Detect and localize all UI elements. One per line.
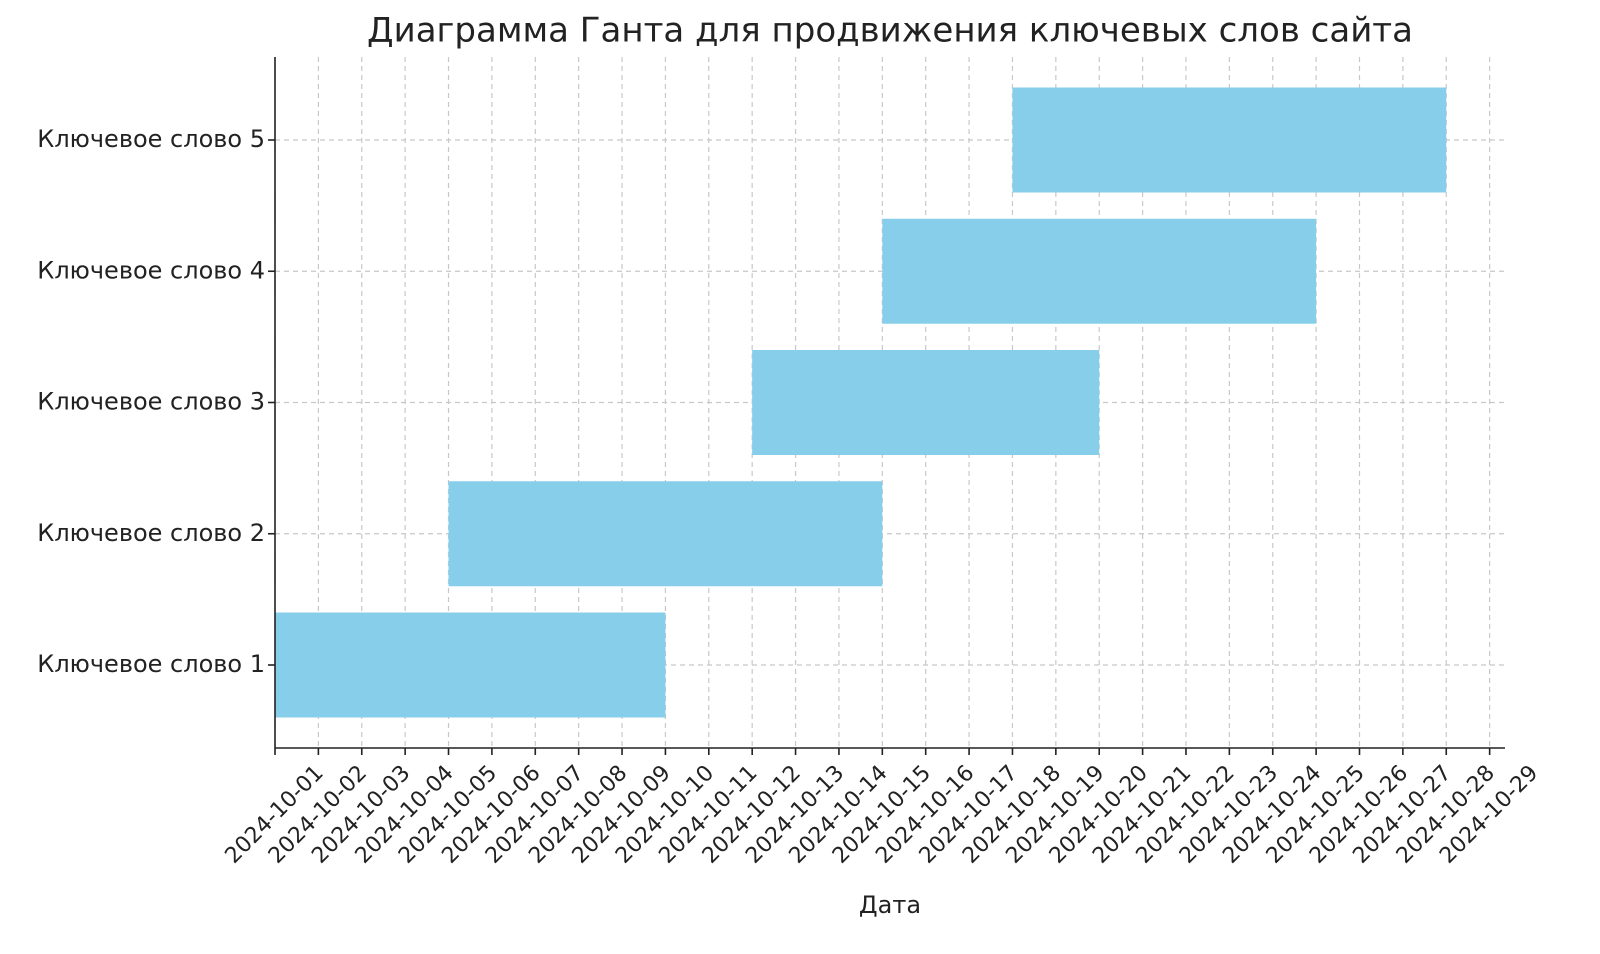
y-tick-label: Ключевое слово 5 bbox=[37, 125, 265, 153]
y-tick-label: Ключевое слово 4 bbox=[37, 256, 265, 284]
gantt-bar bbox=[752, 350, 1100, 455]
gantt-bar bbox=[448, 481, 883, 587]
y-tick-label: Ключевое слово 3 bbox=[37, 388, 265, 416]
y-tick-label: Ключевое слово 2 bbox=[37, 519, 265, 547]
y-tick-label: Ключевое слово 1 bbox=[37, 650, 265, 678]
chart-title: Диаграмма Ганта для продвижения ключевых… bbox=[367, 11, 1413, 51]
gantt-bar bbox=[275, 612, 666, 718]
gantt-bar bbox=[882, 218, 1317, 324]
gantt-bar bbox=[1012, 87, 1447, 193]
x-axis-label: Дата bbox=[859, 891, 921, 919]
